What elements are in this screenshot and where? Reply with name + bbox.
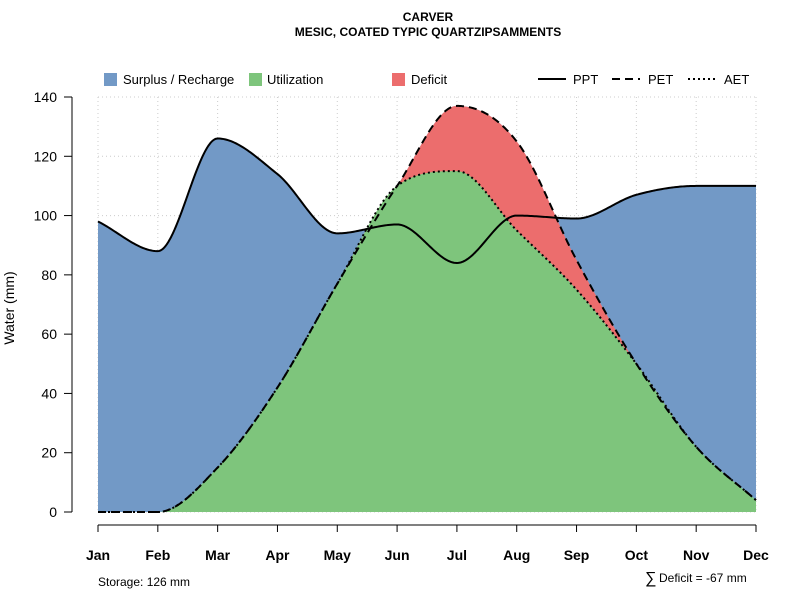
x-tick-label-mar: Mar [205,547,230,563]
storage-annotation: Storage: 126 mm [98,575,190,589]
x-tick-label-dec: Dec [743,547,769,563]
chart-subtitle: MESIC, COATED TYPIC QUARTZIPSAMMENTS [295,25,561,39]
y-tick-label-1: 20 [41,445,57,461]
x-tick-label-oct: Oct [625,547,649,563]
y-tick-label-2: 40 [41,385,57,401]
axes: 0 20 40 60 80 100 120 140 Jan Feb Mar Apr May Jun Jul A… [34,89,769,563]
y-tick-label-0: 0 [49,504,57,520]
chart-title: CARVER [403,10,454,24]
utilization-area [98,171,756,513]
x-tick-label-feb: Feb [145,547,170,563]
x-tick-label-jul: Jul [447,547,467,563]
line-layer [97,104,757,513]
legend-label-deficit: Deficit [411,72,448,87]
legend-label-ppt: PPT [573,72,598,87]
legend-swatch-deficit [392,73,405,86]
legend-label-aet: AET [724,72,749,87]
legend: Surplus / Recharge Utilization Deficit P… [104,72,749,87]
x-tick-label-apr: Apr [265,547,290,563]
area-layer [98,105,756,513]
y-tick-label-6: 120 [34,148,58,164]
y-tick-label-3: 60 [41,326,57,342]
deficit-symbol: ∑ [645,570,656,587]
x-tick-label-jan: Jan [86,547,110,563]
x-tick-label-sep: Sep [564,547,590,563]
y-tick-label-4: 80 [41,267,57,283]
x-tick-label-may: May [324,547,351,563]
y-axis-label: Water (mm) [1,271,17,344]
series-line-aet [98,170,757,513]
y-tick-label-5: 100 [34,208,58,224]
legend-swatch-surplus [104,73,117,86]
x-tick-label-nov: Nov [683,547,710,563]
legend-label-surplus: Surplus / Recharge [123,72,234,87]
y-tick-label-7: 140 [34,89,58,105]
deficit-annotation: Deficit = -67 mm [659,571,747,585]
x-tick-label-jun: Jun [385,547,410,563]
series-line-ppt [97,137,756,264]
legend-label-pet: PET [648,72,673,87]
x-tick-label-aug: Aug [503,547,530,563]
legend-swatch-utilization [249,73,262,86]
legend-label-utilization: Utilization [267,72,323,87]
